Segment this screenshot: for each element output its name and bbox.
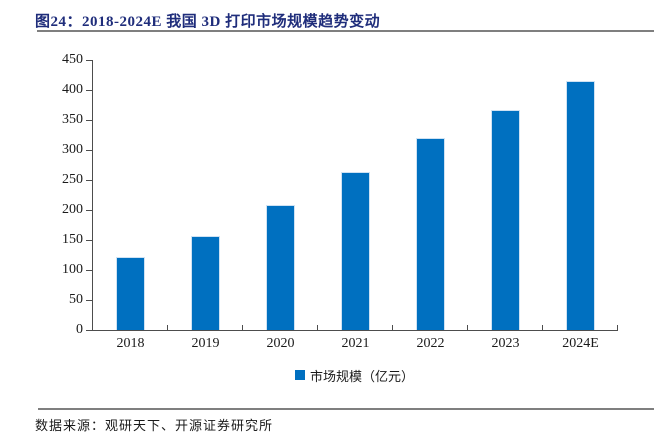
y-axis-tick	[86, 299, 92, 301]
y-axis-tick-label: 400	[62, 82, 83, 97]
y-axis-tick-label: 0	[76, 322, 83, 337]
x-axis-tick	[617, 325, 618, 330]
legend-label: 市场规模（亿元）	[309, 368, 414, 384]
y-axis-tick	[86, 179, 92, 181]
y-axis-tick-label: 200	[62, 202, 83, 217]
y-axis-tick	[86, 209, 92, 211]
bar-2021	[341, 172, 370, 330]
bar-2022	[416, 138, 445, 330]
legend-swatch	[294, 370, 305, 380]
y-axis-tick-label: 150	[62, 232, 83, 247]
x-axis-tick-label: 2020	[266, 336, 295, 351]
figure-title: 图24：2018-2024E 我国 3D 打印市场规模趋势变动	[35, 14, 381, 30]
bar-2018	[116, 256, 145, 330]
x-axis-tick	[542, 325, 543, 330]
chart-legend: 市场规模（亿元）	[92, 366, 617, 384]
x-axis-tick-label: 2023	[491, 336, 520, 351]
y-axis-tick	[86, 59, 92, 61]
plot-area: 0 50 100 150 200 250 300 350 400 450 2018 2019 2020 2…	[62, 52, 618, 351]
x-axis-tick	[467, 325, 468, 330]
footer-divider	[38, 408, 654, 410]
x-axis-tick-label: 2021	[341, 336, 370, 351]
x-axis-tick	[167, 325, 168, 330]
x-axis-tick-label: 2022	[416, 336, 445, 351]
y-axis-tick	[86, 149, 92, 151]
y-axis-tick	[86, 119, 92, 121]
y-axis-tick	[86, 89, 92, 91]
x-axis-tick	[392, 325, 393, 330]
x-axis-tick-label: 2024E	[562, 336, 599, 351]
bar-2020	[266, 205, 295, 330]
y-axis-tick	[86, 239, 92, 241]
source-note: 数据来源：观研天下、开源证券研究所	[35, 418, 274, 433]
title-underline	[37, 30, 654, 32]
y-axis-tick-label: 250	[62, 172, 83, 187]
y-axis-tick-label: 300	[62, 142, 83, 157]
y-axis-tick-label: 100	[62, 262, 83, 277]
x-axis-tick-label: 2019	[191, 336, 220, 351]
bar-2023	[491, 109, 520, 330]
x-axis-tick	[242, 325, 243, 330]
y-axis-tick	[86, 329, 92, 331]
x-axis-tick-label: 2018	[116, 336, 145, 351]
x-axis-tick	[317, 325, 318, 330]
y-axis-tick	[86, 269, 92, 271]
bar-2024E	[566, 81, 595, 330]
bar-2019	[191, 235, 220, 330]
y-axis-tick-label: 50	[69, 292, 83, 307]
y-axis-tick-label: 450	[62, 52, 83, 67]
y-axis-tick-label: 350	[62, 112, 83, 127]
